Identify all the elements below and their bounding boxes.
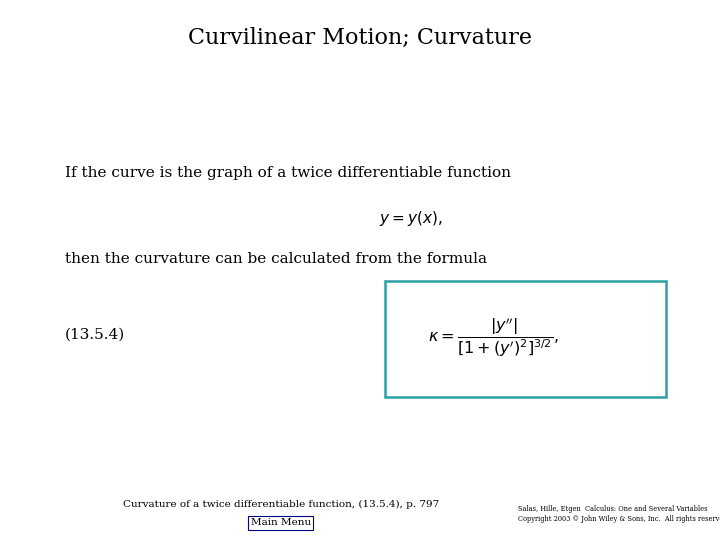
Text: Salas, Hille, Etgen  Calculus: One and Several Variables
Copyright 2003 © John W: Salas, Hille, Etgen Calculus: One and Se… <box>518 505 720 523</box>
Text: $y = y(x),$: $y = y(x),$ <box>379 209 442 228</box>
Text: Curvilinear Motion; Curvature: Curvilinear Motion; Curvature <box>188 27 532 49</box>
Text: (13.5.4): (13.5.4) <box>65 328 125 342</box>
Text: $\kappa = \dfrac{|y^{\prime\prime}|}{[1 + (y^{\prime})^2]^{3/2}},$: $\kappa = \dfrac{|y^{\prime\prime}|}{[1 … <box>428 315 559 360</box>
Text: Main Menu: Main Menu <box>251 518 311 527</box>
Text: Curvature of a twice differentiable function, (13.5.4), p. 797: Curvature of a twice differentiable func… <box>122 501 439 509</box>
Text: If the curve is the graph of a twice differentiable function: If the curve is the graph of a twice dif… <box>65 166 510 180</box>
Text: then the curvature can be calculated from the formula: then the curvature can be calculated fro… <box>65 252 487 266</box>
